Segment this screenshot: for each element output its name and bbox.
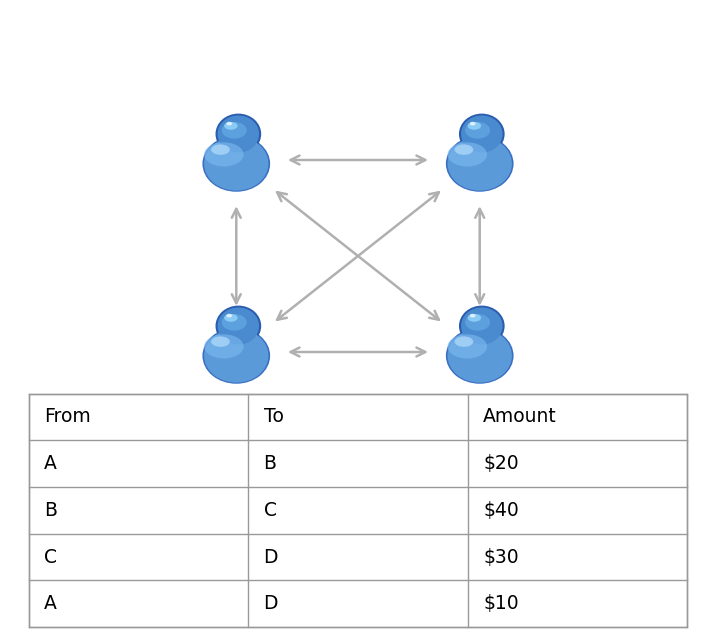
Text: $40: $40 (483, 501, 519, 520)
Ellipse shape (446, 328, 513, 384)
Ellipse shape (204, 137, 268, 191)
Ellipse shape (448, 329, 512, 383)
Ellipse shape (448, 334, 487, 358)
Ellipse shape (203, 136, 270, 192)
Ellipse shape (470, 122, 475, 125)
Text: $10: $10 (483, 595, 519, 613)
Text: C: C (44, 548, 57, 566)
Ellipse shape (203, 328, 270, 384)
Ellipse shape (455, 145, 473, 155)
Text: C: C (263, 501, 276, 520)
Ellipse shape (448, 137, 512, 191)
Ellipse shape (222, 314, 246, 331)
Text: From: From (44, 408, 91, 426)
Text: D: D (263, 548, 278, 566)
Text: A: A (44, 595, 57, 613)
Text: D: D (263, 595, 278, 613)
Ellipse shape (455, 337, 473, 347)
Circle shape (216, 305, 261, 346)
Text: To: To (263, 408, 284, 426)
Text: $30: $30 (483, 548, 519, 566)
Ellipse shape (224, 122, 238, 130)
Circle shape (218, 307, 259, 344)
Text: $20: $20 (483, 454, 519, 473)
Ellipse shape (224, 314, 238, 322)
Ellipse shape (204, 329, 268, 383)
Circle shape (459, 305, 505, 346)
Ellipse shape (204, 334, 243, 358)
Ellipse shape (468, 122, 481, 130)
Ellipse shape (222, 122, 246, 139)
Circle shape (218, 115, 259, 152)
Ellipse shape (448, 142, 487, 166)
Text: B: B (44, 501, 57, 520)
Bar (29, 394, 687, 627)
Ellipse shape (211, 337, 230, 347)
Ellipse shape (465, 122, 490, 139)
Ellipse shape (226, 314, 232, 317)
Text: A: A (44, 454, 57, 473)
Ellipse shape (446, 136, 513, 192)
Ellipse shape (211, 145, 230, 155)
Ellipse shape (226, 122, 232, 125)
Text: Amount: Amount (483, 408, 557, 426)
Circle shape (459, 114, 505, 154)
Ellipse shape (470, 314, 475, 317)
Circle shape (461, 115, 503, 152)
Text: B: B (263, 454, 276, 473)
Circle shape (216, 114, 261, 154)
Ellipse shape (468, 314, 481, 322)
Ellipse shape (465, 314, 490, 331)
Circle shape (461, 307, 503, 344)
Ellipse shape (204, 142, 243, 166)
